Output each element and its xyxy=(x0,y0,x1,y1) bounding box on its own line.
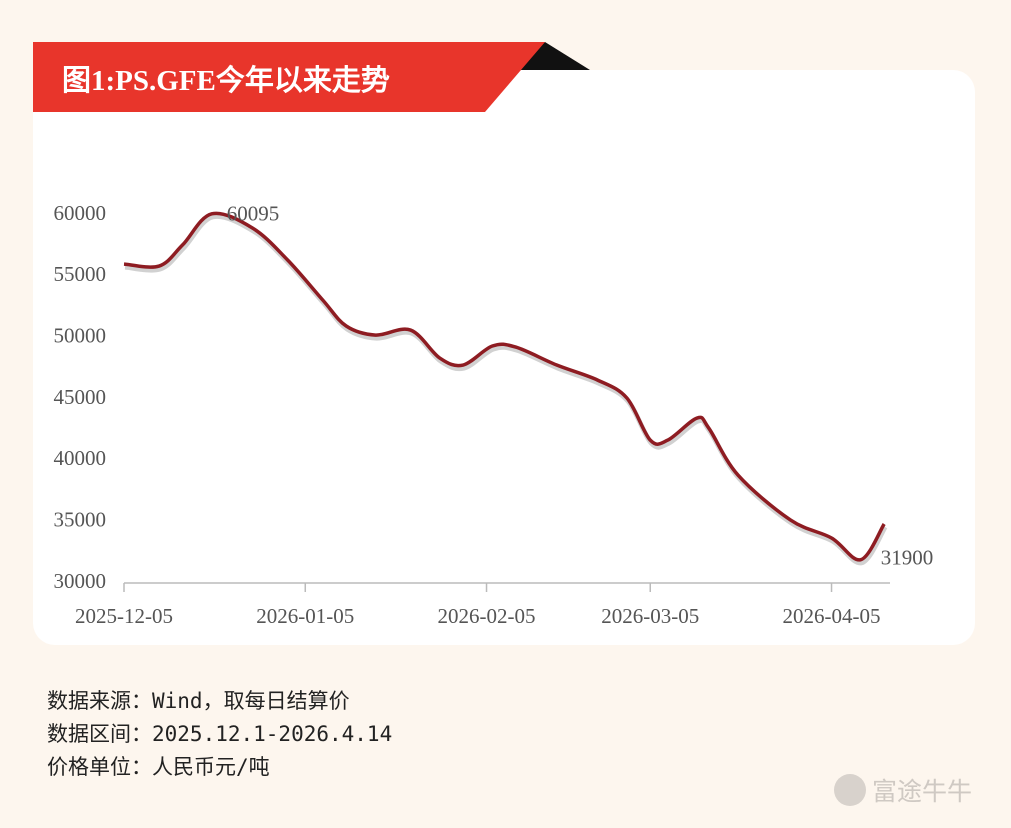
banner xyxy=(33,42,545,112)
range-note: 数据区间：2025.12.1-2026.4.14 xyxy=(47,722,392,746)
x-tick-label: 2026-02-05 xyxy=(438,604,536,628)
y-tick-label: 40000 xyxy=(54,446,107,470)
x-tick-label: 2025-12-05 xyxy=(75,604,173,628)
y-tick-label: 45000 xyxy=(54,385,107,409)
y-tick-label: 35000 xyxy=(54,507,107,531)
x-tick-label: 2026-04-05 xyxy=(783,604,881,628)
x-tick-label: 2026-03-05 xyxy=(601,604,699,628)
line xyxy=(123,211,886,562)
y-tick-label: 55000 xyxy=(54,262,107,286)
banner-fold xyxy=(513,42,590,70)
watermark: 富途牛牛 xyxy=(872,777,972,806)
card xyxy=(33,70,975,645)
unit-note: 价格单位：人民币元/吨 xyxy=(47,755,270,779)
chart-title: 图1:PS.GFE今年以来走势 xyxy=(62,63,390,97)
y-tick-label: 60000 xyxy=(54,201,107,225)
source-note: 数据来源：Wind，取每日结算价 xyxy=(47,689,350,713)
y-tick-label: 50000 xyxy=(54,323,107,347)
annotation: 31900 xyxy=(881,546,934,570)
y-tick-label: 30000 xyxy=(54,569,107,593)
watermark-logo xyxy=(834,774,866,806)
annotation: 60095 xyxy=(227,202,280,226)
x-tick-label: 2026-01-05 xyxy=(256,604,354,628)
plot: 30000 35000 40000 45000 50000 55000 60000 2025-… xyxy=(54,201,934,628)
